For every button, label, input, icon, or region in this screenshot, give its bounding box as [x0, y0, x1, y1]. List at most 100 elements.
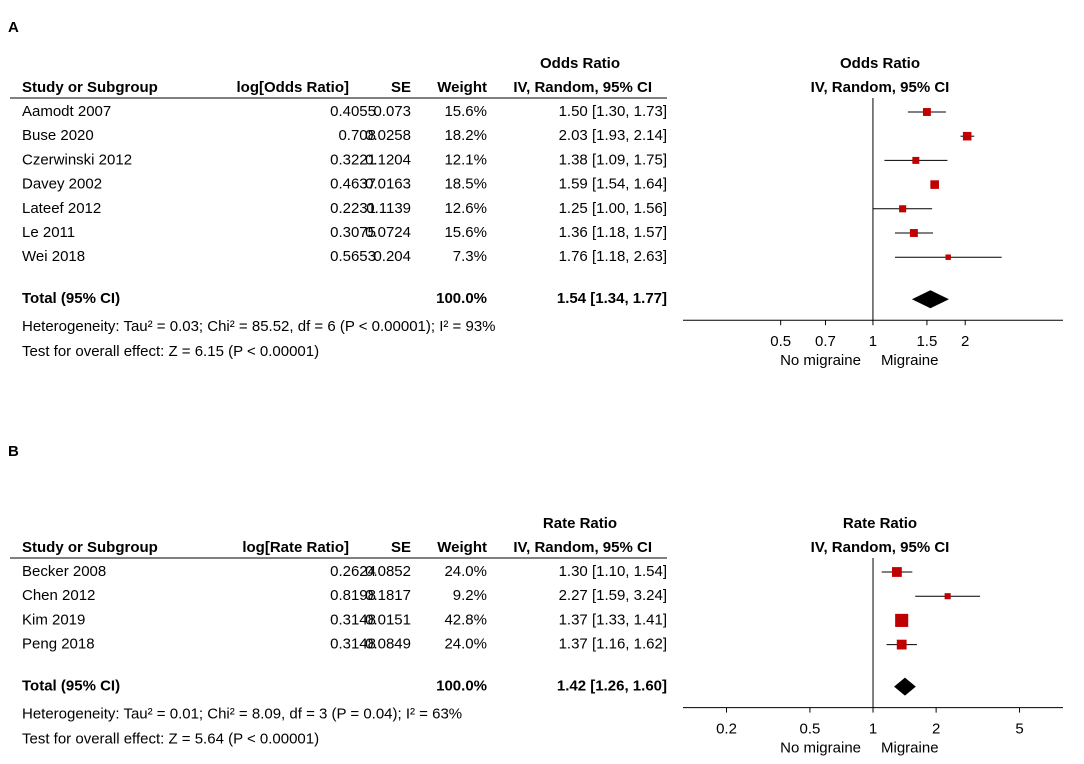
heterogeneity: Heterogeneity: Tau² = 0.03; Chi² = 85.52… [22, 318, 496, 335]
effect-square [896, 639, 907, 650]
effect-square [912, 156, 920, 164]
effect-square [930, 180, 939, 189]
column-header: Weight [437, 79, 487, 96]
weight: 7.3% [453, 248, 487, 265]
column-header: Study or Subgroup [22, 79, 158, 96]
total-effect: 1.42 [1.26, 1.60] [557, 678, 667, 695]
log-value: 0.4055 [330, 103, 376, 120]
log-value: 0.3075 [330, 224, 376, 241]
column-header: SE [391, 79, 411, 96]
study-name: Peng 2018 [22, 636, 95, 653]
study-name: Czerwinski 2012 [22, 151, 132, 168]
weight: 24.0% [444, 563, 487, 580]
effect-title: Odds Ratio [540, 55, 620, 72]
plot-effect-title: Odds Ratio [840, 55, 920, 72]
total-diamond [894, 677, 916, 696]
effect-ci: 1.36 [1.18, 1.57] [559, 224, 667, 241]
effect-square [944, 593, 951, 600]
weight: 18.5% [444, 176, 487, 193]
se-value: 0.1139 [366, 200, 411, 217]
effect-title: Rate Ratio [543, 515, 617, 532]
study-name: Davey 2002 [22, 176, 102, 193]
total-weight: 100.0% [436, 290, 487, 307]
overall-effect: Test for overall effect: Z = 5.64 (P < 0… [22, 731, 319, 748]
study-name: Lateef 2012 [22, 200, 101, 217]
axis-label-right: Migraine [881, 740, 939, 757]
effect-ci: 2.03 [1.93, 2.14] [559, 127, 667, 144]
weight: 42.8% [444, 611, 487, 628]
effect-ci: 1.37 [1.16, 1.62] [559, 636, 667, 653]
x-tick-label: 0.5 [799, 721, 820, 738]
study-name: Becker 2008 [22, 563, 106, 580]
weight: 15.6% [444, 103, 487, 120]
effect-square [909, 229, 918, 237]
x-tick-label: 0.5 [770, 333, 791, 350]
effect-square [945, 254, 951, 260]
log-value: 0.3148 [330, 636, 376, 653]
effect-ci: 1.25 [1.00, 1.56] [559, 200, 667, 217]
x-tick-label: 5 [1015, 721, 1023, 738]
effect-ci: 1.59 [1.54, 1.64] [559, 176, 667, 193]
se-value: 0.073 [373, 103, 411, 120]
se-value: 0.1817 [365, 587, 411, 604]
log-value: 0.2624 [330, 563, 376, 580]
log-value: 0.8198 [330, 587, 376, 604]
log-value: 0.3221 [330, 151, 376, 168]
log-value: 0.3148 [330, 611, 376, 628]
effect-ci: 1.30 [1.10, 1.54] [559, 563, 667, 580]
se-value: 0.0852 [365, 563, 411, 580]
log-value: 0.4637 [330, 176, 376, 193]
se-value: 0.0849 [365, 636, 411, 653]
panel-label: B [8, 443, 19, 460]
study-name: Buse 2020 [22, 127, 94, 144]
total-label: Total (95% CI) [22, 678, 120, 695]
effect-ci: 1.50 [1.30, 1.73] [559, 103, 667, 120]
study-name: Chen 2012 [22, 587, 95, 604]
weight: 15.6% [444, 224, 487, 241]
x-tick-label: 1.5 [916, 333, 937, 350]
axis-label-right: Migraine [881, 352, 939, 369]
study-name: Wei 2018 [22, 248, 85, 265]
plot-method: IV, Random, 95% CI [811, 539, 950, 556]
x-tick-label: 0.7 [815, 333, 836, 350]
se-value: 0.204 [373, 248, 411, 265]
effect-ci: 1.37 [1.33, 1.41] [559, 611, 667, 628]
weight: 9.2% [453, 587, 487, 604]
effect-square [899, 205, 907, 213]
overall-effect: Test for overall effect: Z = 6.15 (P < 0… [22, 343, 319, 360]
effect-ci: 2.27 [1.59, 3.24] [559, 587, 667, 604]
weight: 18.2% [444, 127, 487, 144]
se-value: 0.0724 [365, 224, 411, 241]
study-name: Le 2011 [22, 224, 75, 241]
plot-effect-title: Rate Ratio [843, 515, 917, 532]
x-tick-label: 1 [869, 333, 877, 350]
column-header: Weight [437, 539, 487, 556]
total-diamond [911, 290, 949, 309]
weight: 24.0% [444, 636, 487, 653]
effect-ci: 1.76 [1.18, 2.63] [559, 248, 667, 265]
log-value: 0.2231 [330, 200, 376, 217]
se-value: 0.0258 [365, 127, 411, 144]
x-tick-label: 2 [961, 333, 969, 350]
log-value: 0.5653 [330, 248, 376, 265]
study-name: Aamodt 2007 [22, 103, 111, 120]
weight: 12.1% [444, 151, 487, 168]
x-tick-label: 0.2 [716, 721, 737, 738]
total-effect: 1.54 [1.34, 1.77] [557, 290, 667, 307]
axis-label-left: No migraine [780, 740, 861, 757]
column-header: log[Odds Ratio] [237, 79, 350, 96]
se-value: 0.0163 [365, 176, 411, 193]
column-header: IV, Random, 95% CI [513, 539, 652, 556]
panel-label: A [8, 19, 19, 36]
effect-square [922, 108, 931, 116]
log-value: 0.708 [338, 127, 376, 144]
x-tick-label: 2 [932, 721, 940, 738]
study-name: Kim 2019 [22, 611, 85, 628]
se-value: 0.0151 [365, 611, 411, 628]
total-label: Total (95% CI) [22, 290, 120, 307]
column-header: IV, Random, 95% CI [513, 79, 652, 96]
column-header: log[Rate Ratio] [242, 539, 349, 556]
effect-square [962, 131, 972, 141]
total-weight: 100.0% [436, 678, 487, 695]
weight: 12.6% [444, 200, 487, 217]
